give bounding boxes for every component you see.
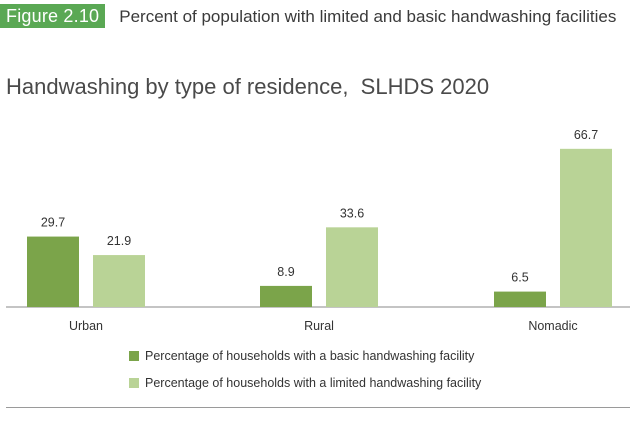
figure-label: Figure 2.10: [0, 4, 106, 28]
data-label-urban-limited: 21.9: [107, 234, 131, 248]
bar-urban-basic: [27, 236, 79, 307]
category-label-urban: Urban: [69, 319, 103, 333]
data-label-rural-basic: 8.9: [277, 265, 294, 279]
category-label-rural: Rural: [304, 319, 334, 333]
legend-label-limited: Percentage of households with a limited …: [145, 376, 482, 390]
bar-urban-limited: [93, 255, 145, 307]
legend-item-basic: Percentage of households with a basic ha…: [129, 346, 481, 366]
bar-rural-basic: [260, 285, 312, 307]
bar-rural-limited: [326, 227, 378, 307]
figure-header: Figure 2.10 Percent of population with li…: [0, 4, 630, 29]
chart-title: Handwashing by type of residence, SLHDS …: [6, 74, 490, 99]
bottom-divider: [6, 407, 630, 408]
legend-swatch-basic: [129, 351, 139, 361]
figure-title: Percent of population with limited and b…: [119, 7, 617, 26]
data-label-urban-basic: 29.7: [41, 216, 65, 230]
bar-chart: 29.7 21.9 Urban 8.9 33.6 Rural 6.5 66.7 Nomadic: [6, 128, 630, 333]
bar-nomadic-limited: [560, 148, 612, 307]
chart-legend: Percentage of households with a basic ha…: [129, 346, 481, 400]
data-label-rural-limited: 33.6: [340, 206, 364, 220]
legend-item-limited: Percentage of households with a limited …: [129, 373, 481, 393]
category-label-nomadic: Nomadic: [528, 319, 577, 333]
data-label-nomadic-limited: 66.7: [574, 128, 598, 142]
legend-label-basic: Percentage of households with a basic ha…: [145, 349, 475, 363]
data-label-nomadic-basic: 6.5: [511, 271, 528, 285]
bar-nomadic-basic: [494, 291, 546, 307]
legend-swatch-limited: [129, 378, 139, 388]
